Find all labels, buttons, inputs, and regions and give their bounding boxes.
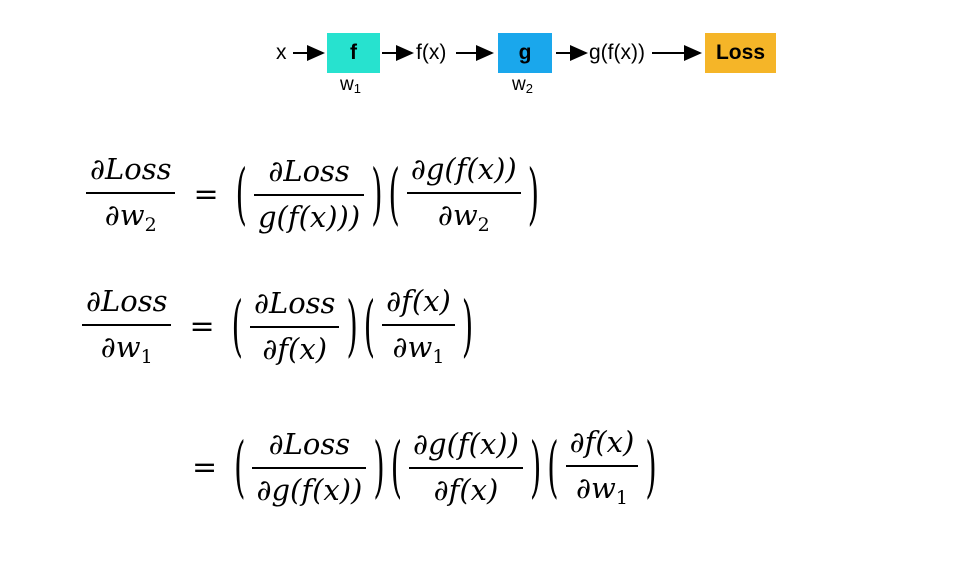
gfx-label: g(f(x))	[589, 41, 645, 64]
lhs-fraction-w2: ∂Loss ∂w2	[86, 152, 176, 236]
left-paren: (	[390, 426, 403, 505]
left-paren: (	[234, 426, 246, 505]
loss-label: Loss	[715, 41, 765, 64]
function-f-box: f	[327, 33, 380, 73]
right-paren: )	[527, 153, 540, 232]
left-paren: (	[388, 153, 400, 232]
left-paren: (	[363, 285, 376, 364]
equals-sign: =	[192, 449, 218, 485]
lhs-numerator: ∂Loss	[90, 152, 172, 186]
weight-w1-label: w1	[340, 74, 361, 96]
equation-chain-expansion: = ( ∂Loss ∂g(f(x)) ) ( ∂g(f(x)) ∂f(x) ) …	[178, 425, 660, 509]
right-paren: )	[371, 153, 383, 232]
lhs-denominator: ∂w2	[104, 198, 157, 236]
equation-dloss-dw1: ∂Loss ∂w1 = ( ∂Loss ∂f(x) ) ( ∂f(x) ∂w1 …	[78, 284, 476, 368]
equals-sign: =	[193, 176, 219, 212]
term-dfx-dw1: ∂f(x) ∂w1	[382, 284, 455, 368]
term-dgfx-dfx: ∂g(f(x)) ∂f(x)	[409, 427, 523, 507]
term-dloss-dfx: ∂Loss ∂f(x)	[249, 286, 340, 366]
right-paren: )	[461, 285, 474, 364]
lhs-numerator: ∂Loss	[86, 284, 168, 318]
equals-sign: =	[189, 308, 215, 344]
weight-w2-label: w2	[512, 74, 533, 96]
left-paren: (	[231, 285, 243, 364]
function-g-box: g	[498, 33, 552, 73]
term-dfx-dw1: ∂f(x) ∂w1	[565, 425, 639, 509]
equation-dloss-dw2: ∂Loss ∂w2 = ( ∂Loss g(f(x))) ) ( ∂g(f(x)…	[82, 152, 542, 236]
lhs-denominator: ∂w1	[100, 330, 153, 368]
input-x-label: x	[276, 41, 287, 64]
lhs-fraction-w1: ∂Loss ∂w1	[82, 284, 172, 368]
right-paren: )	[529, 426, 542, 505]
left-paren: (	[547, 426, 559, 505]
right-paren: )	[645, 426, 657, 505]
right-paren: )	[346, 285, 358, 364]
left-paren: (	[235, 153, 247, 232]
term-dloss-dgfx: ∂Loss ∂g(f(x))	[252, 427, 367, 507]
computation-graph: x f w1 f(x) g w2 g(f(x)) Loss	[0, 30, 962, 100]
right-paren: )	[373, 426, 385, 505]
fx-label: f(x)	[416, 41, 447, 64]
flow-arrows	[293, 45, 702, 61]
loss-box: Loss	[705, 33, 776, 73]
function-g-label: g	[518, 41, 532, 64]
function-f-label: f	[350, 41, 357, 64]
term-dgfx-dw2: ∂g(f(x)) ∂w2	[406, 152, 521, 236]
term-dloss-dgfx: ∂Loss g(f(x)))	[253, 154, 365, 234]
